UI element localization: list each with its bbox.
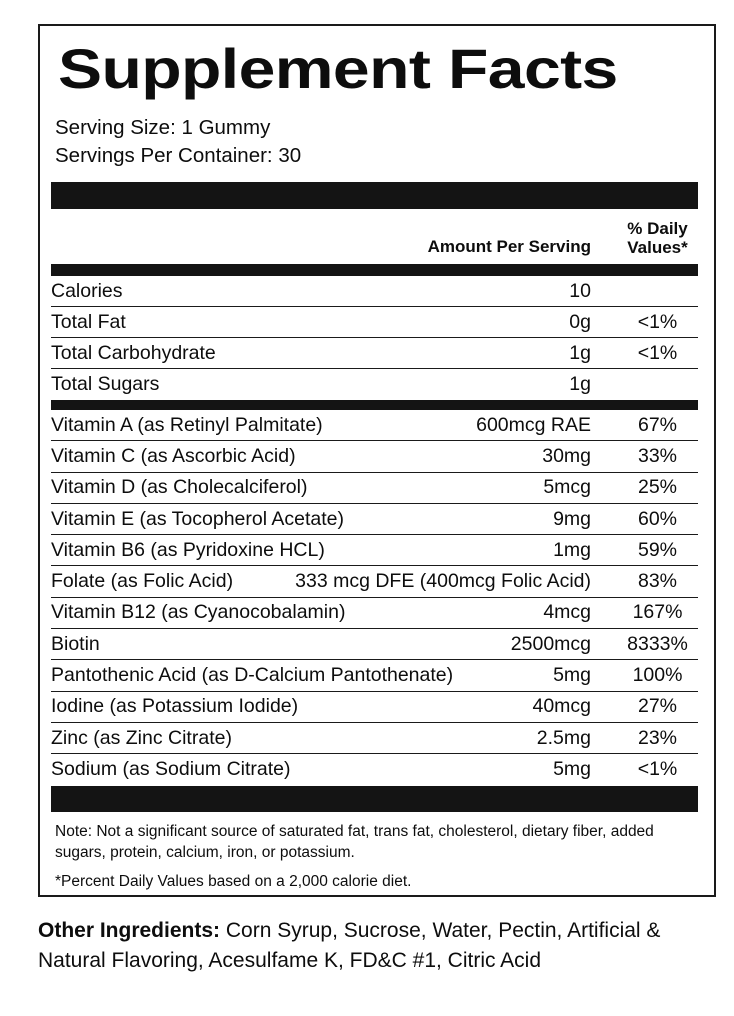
servings-per-container: Servings Per Container: 30 bbox=[55, 144, 302, 167]
table-row: Vitamin D (as Cholecalciferol) 5mcg 25% bbox=[51, 473, 698, 504]
nutrient-daily-value: 100% bbox=[632, 664, 683, 687]
nutrient-amount: 4mcg bbox=[543, 601, 591, 624]
serving-info: Serving Size: 1 Gummy Servings Per Conta… bbox=[55, 114, 698, 170]
nutrient-daily-value: 83% bbox=[637, 570, 678, 593]
nutrient-amount: 2.5mg bbox=[536, 726, 591, 749]
nutrient-name: Vitamin B6 (as Pyridoxine HCL) bbox=[51, 538, 325, 561]
table-row: Vitamin E (as Tocopherol Acetate) 9mg 60% bbox=[51, 504, 698, 536]
nutrient-amount: 1g bbox=[569, 373, 591, 395]
nutrient-name: Vitamin A (as Retinyl Palmitate) bbox=[51, 413, 323, 436]
nutrient-name: Folate (as Folic Acid) bbox=[51, 570, 234, 593]
nutrient-daily-value: <1% bbox=[637, 310, 678, 333]
nutrient-name: Total Fat bbox=[51, 310, 126, 333]
other-ingredients-label: Other Ingredients: bbox=[38, 919, 221, 942]
table-row: Pantothenic Acid (as D-Calcium Pantothen… bbox=[51, 660, 698, 692]
nutrient-name: Vitamin C (as Ascorbic Acid) bbox=[51, 444, 296, 467]
nutrient-name: Sodium (as Sodium Citrate) bbox=[51, 758, 291, 781]
nutrient-daily-value: 8333% bbox=[627, 632, 688, 655]
divider-bar-thick-bottom bbox=[51, 785, 698, 812]
nutrient-name: Pantothenic Acid (as D-Calcium Pantothen… bbox=[51, 664, 454, 687]
nutrient-amount: 9mg bbox=[553, 507, 591, 530]
nutrient-amount: 0g bbox=[569, 310, 591, 333]
nutrient-daily-value: 60% bbox=[637, 507, 678, 530]
nutrient-amount: 5mcg bbox=[543, 476, 591, 499]
daily-values-header-line1: % Daily bbox=[627, 219, 688, 238]
nutrient-name: Vitamin E (as Tocopherol Acetate) bbox=[51, 507, 345, 530]
amount-per-serving-header: Amount Per Serving bbox=[427, 237, 591, 256]
label-title: Supplement Facts bbox=[58, 37, 618, 100]
vitamin-minerals-table: Vitamin A (as Retinyl Palmitate) 600mcg R… bbox=[51, 410, 698, 786]
daily-values-header-line2: Values* bbox=[627, 238, 688, 257]
divider-bar-below-header bbox=[51, 264, 698, 276]
table-row: Folate (as Folic Acid) 333 mcg DFE (400mc… bbox=[51, 566, 698, 598]
other-ingredients: Other Ingredients: Corn Syrup, Sucrose, … bbox=[38, 916, 700, 976]
nutrient-amount: 600mcg RAE bbox=[476, 413, 591, 436]
nutrient-amount: 30mg bbox=[542, 444, 591, 467]
percent-daily-values-footnote: *Percent Daily Values based on a 2,000 c… bbox=[55, 872, 412, 890]
table-row: Total Carbohydrate 1g <1% bbox=[51, 338, 698, 369]
serving-size: Serving Size: 1 Gummy bbox=[55, 116, 271, 139]
divider-bar-mid bbox=[51, 400, 698, 410]
divider-bar-thick-top bbox=[51, 182, 698, 209]
other-ingredients-text: Corn Syrup, Sucrose, Water, Pectin, Arti… bbox=[38, 919, 661, 972]
nutrient-name: Vitamin D (as Cholecalciferol) bbox=[51, 476, 308, 499]
table-row: Vitamin C (as Ascorbic Acid) 30mg 33% bbox=[51, 441, 698, 473]
table-row: Total Fat 0g <1% bbox=[51, 307, 698, 338]
nutrient-daily-value: 23% bbox=[637, 726, 678, 749]
nutrient-name: Iodine (as Potassium Iodide) bbox=[51, 695, 299, 718]
nutrient-name: Total Carbohydrate bbox=[51, 341, 216, 364]
table-row: Iodine (as Potassium Iodide) 40mcg 27% bbox=[51, 692, 698, 723]
table-row: Total Sugars 1g bbox=[51, 369, 698, 400]
table-header-row: Amount Per Serving % Daily Values* bbox=[51, 209, 698, 264]
supplement-facts-panel: Supplement Facts Serving Size: 1 Gummy S… bbox=[38, 24, 716, 897]
nutrient-daily-value: 167% bbox=[632, 601, 683, 624]
table-row: Vitamin B6 (as Pyridoxine HCL) 1mg 59% bbox=[51, 535, 698, 567]
nutrient-name: Biotin bbox=[51, 632, 100, 655]
nutrient-daily-value: <1% bbox=[637, 341, 678, 364]
nutrient-name: Zinc (as Zinc Citrate) bbox=[51, 726, 232, 749]
nutrient-amount: 333 mcg DFE (400mcg Folic Acid) bbox=[295, 570, 591, 593]
nutrient-daily-value: 67% bbox=[637, 413, 678, 436]
nutrient-name: Calories bbox=[51, 279, 123, 302]
macro-nutrients-table: Calories 10 Total Fat 0g <1% Total Carbohydra… bbox=[51, 276, 698, 400]
nutrient-amount: 1mg bbox=[553, 538, 591, 561]
nutrient-amount: 5mg bbox=[553, 758, 591, 781]
nutrient-name: Total Sugars bbox=[51, 373, 160, 395]
nutrient-daily-value: 33% bbox=[637, 444, 678, 467]
nutrient-daily-value: 59% bbox=[637, 538, 678, 561]
daily-values-header: % Daily Values* bbox=[591, 219, 698, 257]
table-row: Vitamin B12 (as Cyanocobalamin) 4mcg 167% bbox=[51, 598, 698, 630]
table-row: Calories 10 bbox=[51, 276, 698, 307]
nutrient-daily-value: 25% bbox=[637, 476, 678, 499]
nutrient-daily-value: <1% bbox=[637, 758, 678, 781]
table-row: Zinc (as Zinc Citrate) 2.5mg 23% bbox=[51, 723, 698, 755]
nutrient-amount: 10 bbox=[569, 279, 591, 302]
table-row: Vitamin A (as Retinyl Palmitate) 600mcg R… bbox=[51, 410, 698, 442]
table-row: Biotin 2500mcg 8333% bbox=[51, 629, 698, 661]
nutrient-name: Vitamin B12 (as Cyanocobalamin) bbox=[51, 601, 346, 624]
nutrient-daily-value: 27% bbox=[637, 695, 678, 718]
nutrient-amount: 40mcg bbox=[532, 695, 591, 718]
nutrient-amount: 1g bbox=[569, 341, 591, 364]
table-row: Sodium (as Sodium Citrate) 5mg <1% bbox=[51, 754, 698, 785]
not-significant-source-note: Note: Not a significant source of satura… bbox=[55, 822, 654, 862]
nutrient-amount: 2500mcg bbox=[510, 632, 591, 655]
nutrient-amount: 5mg bbox=[553, 664, 591, 687]
